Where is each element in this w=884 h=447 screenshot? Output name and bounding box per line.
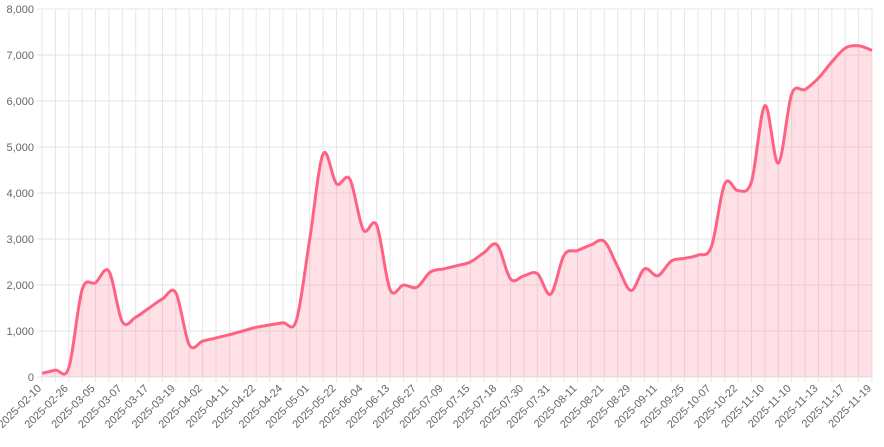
y-tick-label: 6,000 <box>6 96 34 108</box>
y-tick-label: 8,000 <box>6 4 34 16</box>
y-tick-label: 1,000 <box>6 326 34 338</box>
line <box>41 44 873 376</box>
y-tick-label: 2,000 <box>6 280 34 292</box>
y-tick-label: 7,000 <box>6 50 34 62</box>
y-tick-label: 4,000 <box>6 188 34 200</box>
y-tick-label: 3,000 <box>6 234 34 246</box>
y-tick-label: 0 <box>28 372 34 384</box>
area <box>42 45 872 377</box>
y-tick-label: 5,000 <box>6 142 34 154</box>
